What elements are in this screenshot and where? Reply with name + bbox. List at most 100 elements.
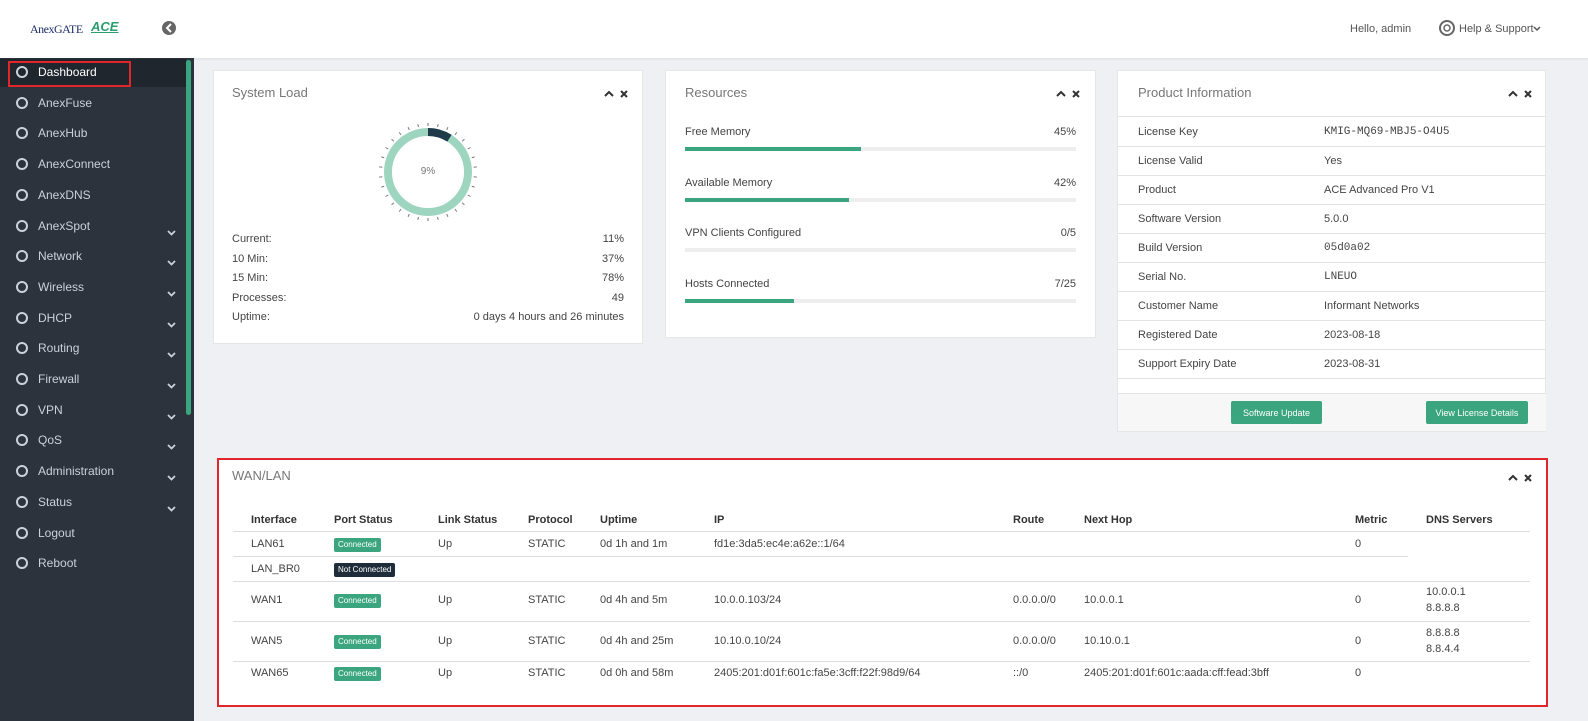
menu-item[interactable]: AnexDNS [38, 187, 91, 202]
menu-item[interactable]: AnexHub [38, 126, 88, 141]
separator [233, 581, 1530, 582]
gauge-tick [385, 194, 389, 197]
menu-item[interactable]: VPN [38, 402, 63, 417]
submenu-chevron [167, 414, 176, 420]
table-cell: WAN1 [251, 594, 283, 606]
close-icon[interactable] [620, 90, 628, 98]
info-value: 5.0.0 [1324, 213, 1349, 225]
help-icon [1439, 20, 1455, 36]
menu-icon [16, 373, 28, 385]
gauge-tick [398, 132, 402, 136]
gauge-tick [391, 202, 395, 206]
gauge-tick [461, 138, 465, 142]
menu-item[interactable]: Logout [38, 525, 75, 540]
progress-fill [685, 197, 850, 202]
menu-item[interactable]: QoS [38, 433, 63, 448]
menu-item[interactable]: AnexConnect [38, 157, 111, 172]
stat-value: 0 days 4 hours and 26 minutes [473, 311, 624, 324]
greeting[interactable]: Hello, admin [1350, 23, 1412, 35]
sidebar [0, 58, 194, 721]
status-badge: Connected [334, 635, 381, 649]
table-cell: 0 [1355, 538, 1362, 550]
stat-label: Processes: [232, 291, 287, 304]
menu-icon [16, 127, 28, 140]
table-cell: STATIC [528, 538, 566, 550]
button-label[interactable]: Software Update [1242, 408, 1311, 418]
stat-value: 37% [601, 252, 624, 265]
close-icon[interactable] [1524, 90, 1532, 98]
menu-icon [16, 434, 28, 447]
menu-item[interactable]: Reboot [38, 556, 77, 571]
help-chevron [1533, 26, 1541, 32]
gauge-tick [454, 208, 458, 212]
menu-item[interactable]: DHCP [38, 310, 73, 325]
menu-item[interactable]: Routing [38, 341, 80, 356]
resource-label: Available Memory [685, 176, 773, 189]
gauge-label: 9% [420, 166, 436, 177]
menu-item[interactable]: Status [38, 494, 73, 509]
info-label: Build Version [1138, 242, 1203, 254]
menu-item[interactable]: AnexSpot [38, 218, 91, 233]
stat-label: 15 Min: [232, 272, 269, 285]
info-label: Software Version [1138, 213, 1222, 225]
menu-icon [16, 342, 28, 355]
table-cell: 10.10.0.1 [1084, 635, 1130, 647]
submenu-chevron [167, 229, 176, 236]
status-badge: Connected [334, 667, 381, 681]
card [1117, 70, 1546, 432]
resource-label: Hosts Connected [685, 278, 770, 291]
table-cell: LAN_BR0 [251, 563, 300, 575]
table-cell: 0d 4h and 5m [600, 594, 668, 606]
button-label[interactable]: View License Details [1435, 408, 1519, 418]
info-value: Yes [1324, 155, 1342, 167]
table-cell: 0 [1355, 667, 1362, 679]
menu-icon [16, 158, 28, 171]
back-icon[interactable] [161, 20, 177, 36]
table-cell: STATIC [528, 667, 566, 679]
button[interactable] [1426, 401, 1528, 424]
submenu-chevron [167, 383, 176, 389]
table-cell: 0.0.0.0/0 [1013, 635, 1056, 647]
header [0, 0, 1588, 58]
menu-icon [16, 66, 28, 78]
gauge-tick [391, 138, 395, 142]
separator [1118, 204, 1546, 205]
separator [233, 531, 1530, 532]
table-cell: 0.0.0.0/0 [1013, 594, 1056, 606]
collapse-icon[interactable] [1508, 473, 1518, 483]
gauge-value [427, 128, 452, 142]
close-icon[interactable] [1072, 90, 1080, 98]
menu-item[interactable]: Firewall [38, 372, 80, 386]
table-cell: 0d 1h and 1m [600, 538, 668, 550]
menu-icon [16, 465, 28, 478]
table-cell: Up [438, 538, 453, 550]
table-cell: ::/0 [1013, 667, 1029, 679]
button[interactable] [1231, 401, 1322, 424]
menu-icon [16, 557, 28, 570]
gauge-tick [446, 213, 449, 217]
resource-value: 42% [1053, 176, 1076, 189]
menu-item[interactable]: Dashboard [38, 65, 97, 79]
separator [1118, 378, 1546, 379]
table-cell: 0d 4h and 25m [600, 635, 674, 647]
info-value: 2023-08-31 [1324, 358, 1381, 370]
menu-item[interactable]: Administration [38, 464, 115, 479]
help-link[interactable]: Help & Support [1459, 23, 1534, 35]
menu-icon [16, 403, 28, 416]
menu-item[interactable]: Network [38, 249, 83, 264]
logo: AnexGATE [30, 22, 83, 36]
progress-track [685, 248, 1076, 253]
column-header: Next Hop [1084, 514, 1133, 526]
collapse-icon[interactable] [604, 89, 614, 99]
menu-item[interactable]: AnexFuse [38, 95, 93, 110]
gauge-tick [407, 213, 410, 217]
collapse-icon[interactable] [1508, 89, 1518, 99]
menu-item[interactable]: Wireless [38, 279, 85, 294]
status-badge: Connected [334, 538, 381, 552]
table-cell: 2405:201:d01f:601c:aada:cff:fead:3bff [1084, 667, 1269, 679]
separator [1118, 233, 1546, 234]
close-icon[interactable] [1524, 474, 1532, 482]
collapse-icon[interactable] [1056, 89, 1066, 99]
submenu-chevron [167, 321, 176, 328]
gauge-tick [437, 216, 439, 221]
